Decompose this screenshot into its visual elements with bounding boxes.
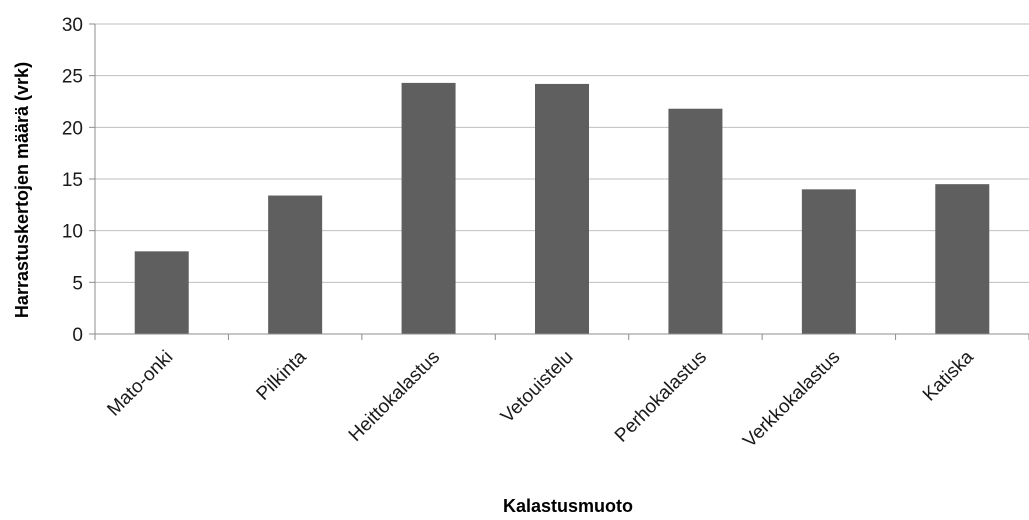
y-tick-labels: 0 5 10 15 20 25 30	[62, 15, 83, 346]
x-axis-title: Kalastusmuoto	[503, 496, 633, 516]
y-tick-label: 25	[62, 67, 83, 88]
x-tick-label: Verkkokalastus	[739, 347, 844, 452]
bar-pilkinta	[268, 195, 323, 334]
bar-vetouistelu	[535, 83, 589, 334]
x-tick-label: Vetouistelu	[497, 347, 578, 428]
axes	[89, 23, 1029, 340]
y-axis-title: Harrastuskertojen määrä (vrk)	[12, 62, 32, 318]
y-tick-label: 30	[62, 15, 83, 36]
y-tick-label: 20	[62, 118, 83, 139]
x-tick-label: Perhokalastus	[611, 347, 711, 447]
bar-heittokalastus	[401, 82, 456, 335]
y-tick-label: 10	[62, 222, 83, 243]
x-tick-label: Mato-onki	[103, 347, 177, 421]
bar-verkkokalastus	[801, 189, 856, 334]
bars	[134, 82, 990, 335]
bar-katiska	[935, 184, 990, 334]
y-tick-label: 0	[72, 325, 83, 346]
bar-mato-onki	[134, 251, 189, 334]
y-tick-label: 5	[72, 273, 83, 294]
x-tick-label: Heittokalastus	[345, 347, 444, 446]
x-tick-label: Pilkinta	[253, 346, 311, 404]
bar-perhokalastus	[668, 108, 723, 334]
x-tick-labels: Mato-onki Pilkinta Heittokalastus Vetouiste…	[103, 346, 978, 452]
x-tick-label: Katiska	[919, 346, 978, 405]
y-tick-label: 15	[62, 170, 83, 191]
